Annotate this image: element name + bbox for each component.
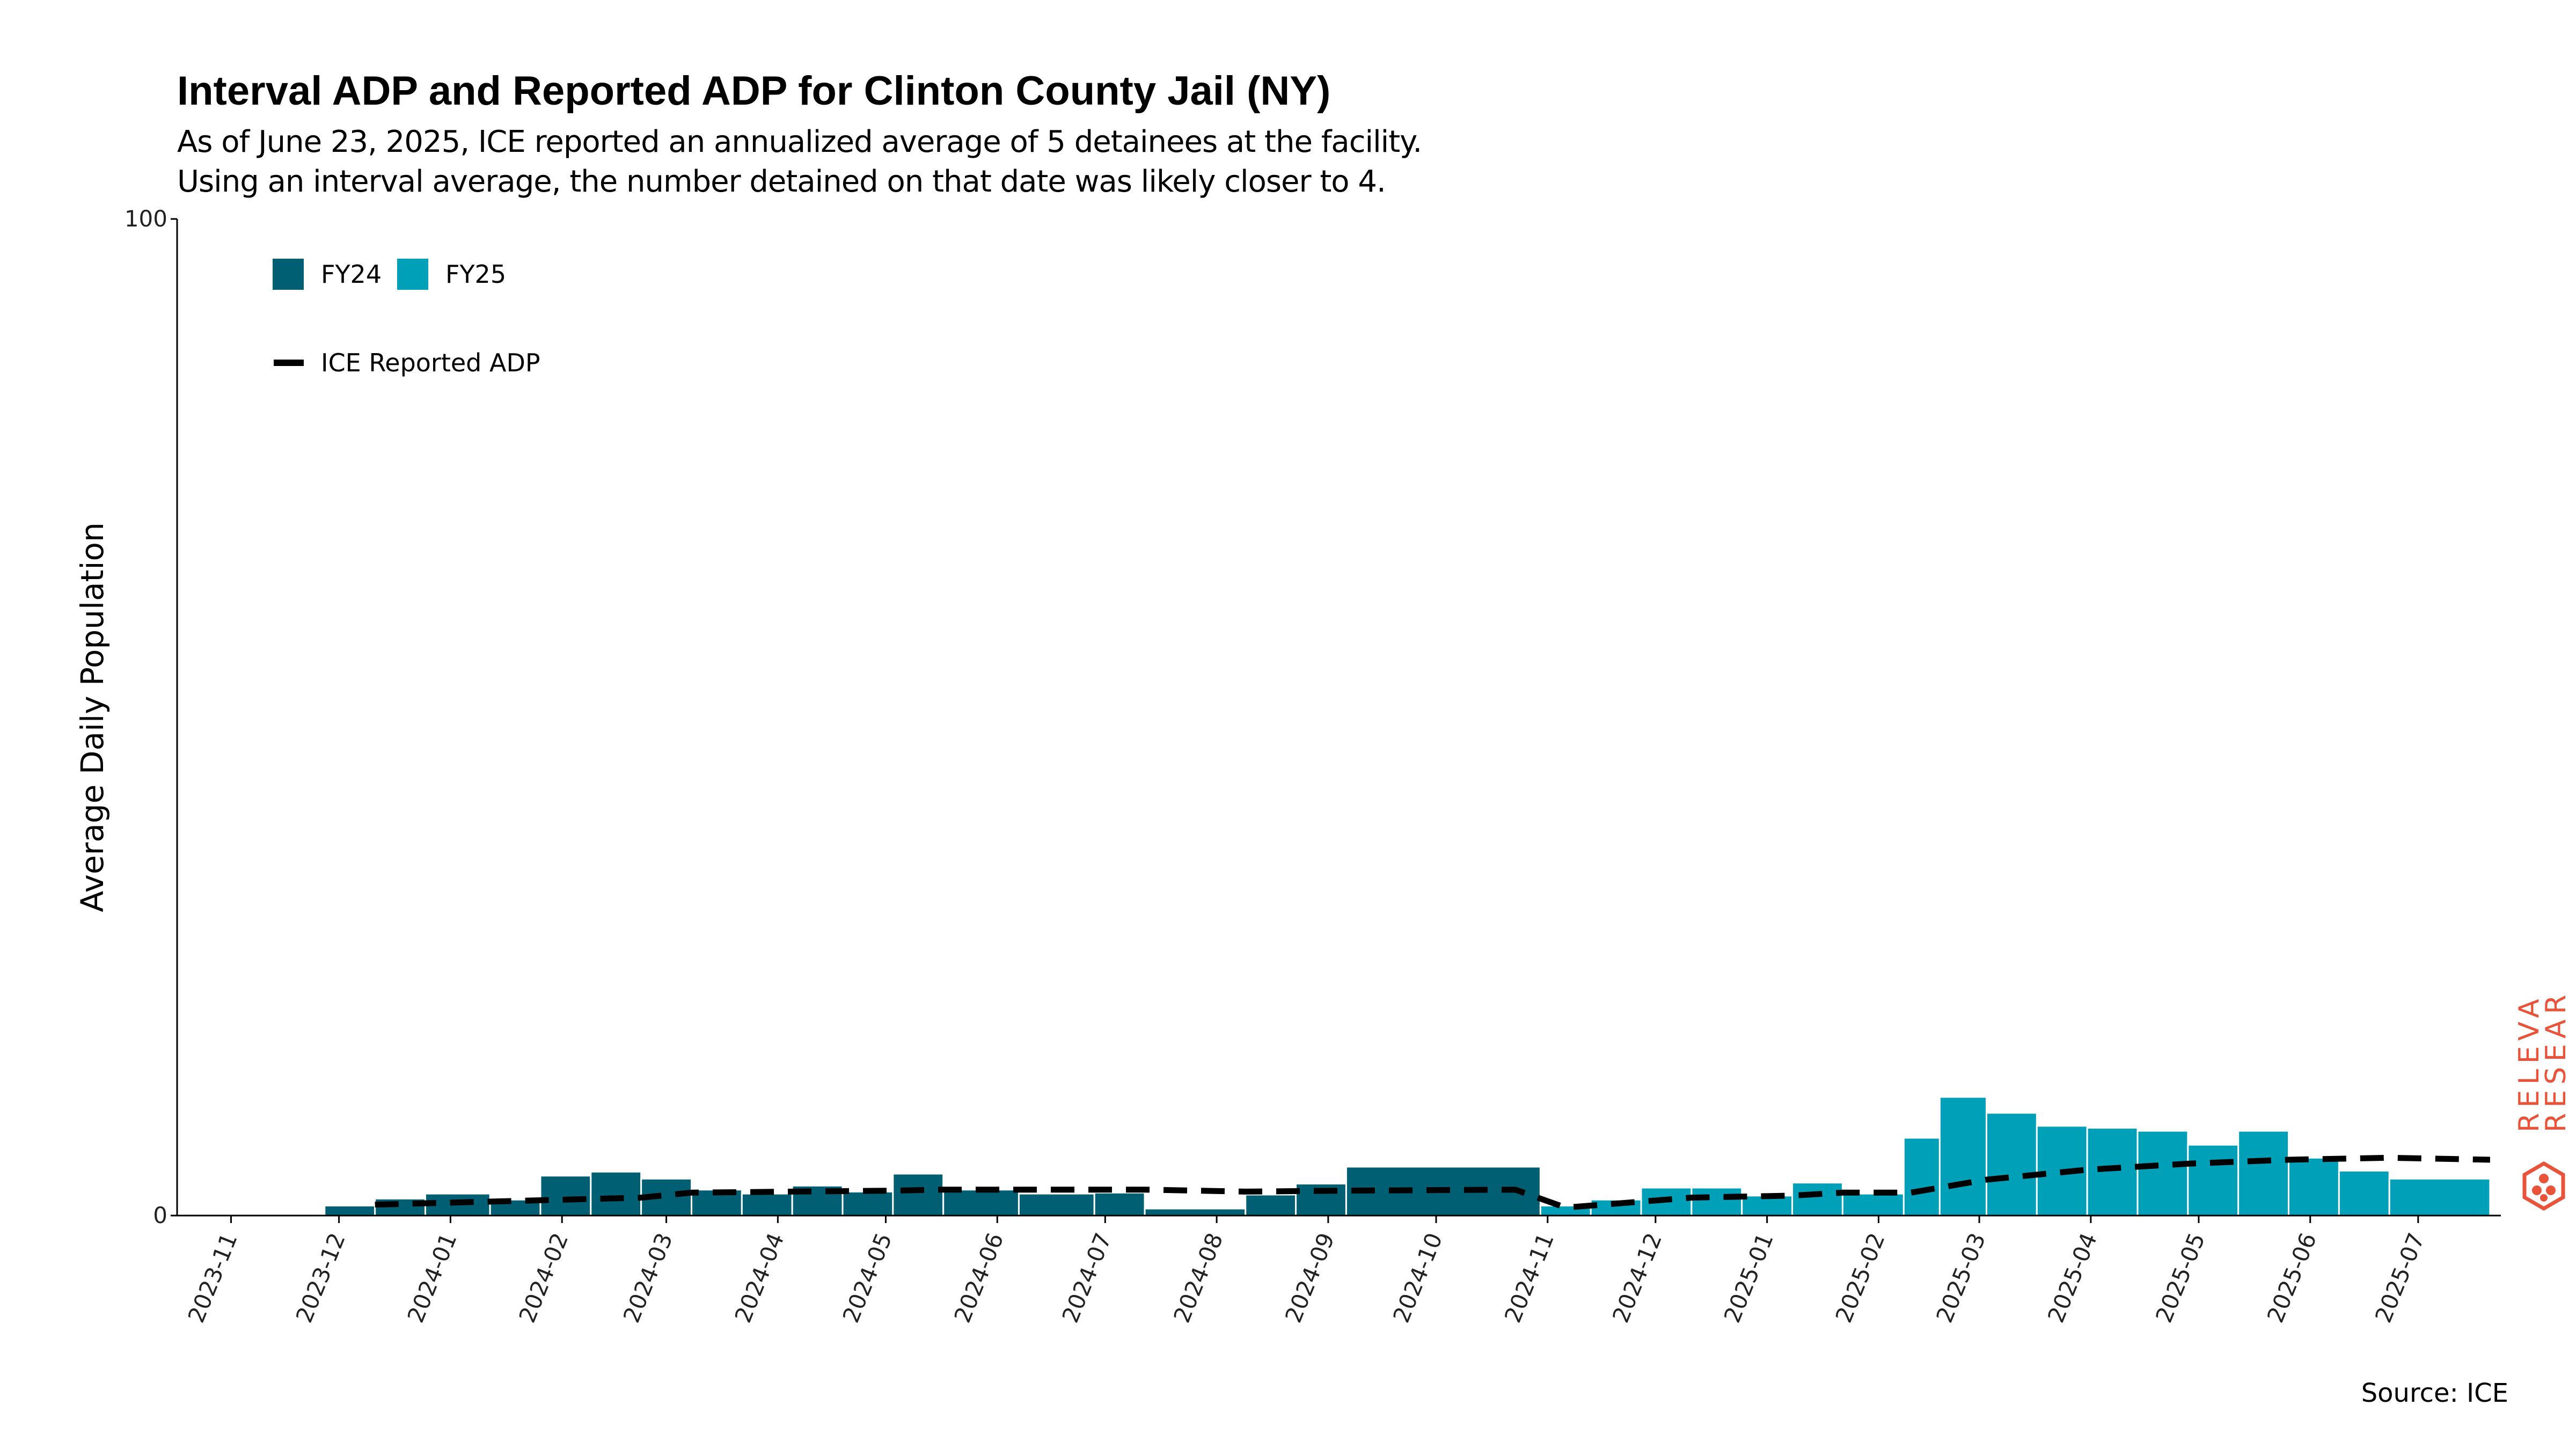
bar-fy24-2023-11-27 <box>324 1204 376 1217</box>
x-tick-label: 2024-07 <box>1057 1229 1116 1326</box>
legend-label-reported-adp: ICE Reported ADP <box>321 348 540 377</box>
bar-fy25-2025-04-14 <box>2136 1130 2189 1217</box>
x-tick-label: 2025-03 <box>1931 1229 1990 1326</box>
bar-fy24-2024-06-07 <box>1018 1192 1095 1217</box>
x-tick-label: 2025-05 <box>2150 1229 2210 1326</box>
x-tick-label: 2023-12 <box>291 1229 350 1326</box>
x-tick-label: 2024-04 <box>729 1229 789 1326</box>
y-tick-label: 100 <box>125 206 167 232</box>
reported-adp-line-group <box>375 1154 2491 1211</box>
bar-fy24-2024-01-26 <box>539 1175 592 1217</box>
legend-swatch-fy24 <box>273 259 304 290</box>
x-tick-label: 2025-06 <box>2262 1229 2322 1326</box>
bar-fy24-2024-02-09 <box>590 1170 642 1217</box>
bar-fy25-2025-02-18 <box>1938 1096 1988 1217</box>
brand-hexagon-icon <box>2522 1161 2565 1211</box>
bar-fy24-2024-06-28 <box>1093 1191 1146 1217</box>
x-tick-label: 2024-10 <box>1388 1229 1447 1326</box>
bar-fy25-2024-12-11 <box>1690 1187 1743 1217</box>
y-tick-label: 0 <box>153 1202 167 1228</box>
x-tick-label: 2024-08 <box>1168 1229 1228 1326</box>
bar-fy25-2025-02-08 <box>1902 1137 1941 1217</box>
bar-fy24-2024-08-09 <box>1245 1194 1297 1217</box>
bar-fy25-2025-05-12 <box>2237 1130 2290 1217</box>
y-axis-label: Average Daily Population <box>74 522 111 912</box>
bar-fy24-2024-05-17 <box>942 1189 1020 1217</box>
bar-fy24-2024-07-12 <box>1144 1208 1247 1217</box>
brand-text-line-2: RESEARCH <box>2540 993 2570 1132</box>
series-line-reported-adp <box>375 1154 2491 1211</box>
legend-label-fy25: FY25 <box>445 260 506 289</box>
x-tick-label: 2024-09 <box>1280 1229 1340 1326</box>
x-tick-label: 2024-12 <box>1607 1229 1667 1326</box>
x-tick-label: 2025-02 <box>1831 1229 1890 1326</box>
bar-fy25-2025-06-09 <box>2338 1169 2390 1217</box>
x-tick-label: 2024-06 <box>949 1229 1008 1326</box>
x-tick-label: 2024-02 <box>514 1229 573 1326</box>
bar-fy24-2024-05-03 <box>892 1173 945 1217</box>
x-tick-label: 2025-07 <box>2370 1229 2429 1326</box>
bar-fy25-2025-01-08 <box>1791 1182 1843 1217</box>
chart-subtitle-line-1: As of June 23, 2025, ICE reported an ann… <box>177 125 1422 159</box>
legend-swatch-fy25 <box>397 259 428 290</box>
bar-fy25-2025-03-03 <box>1986 1112 2038 1217</box>
chart-title: Interval ADP and Reported ADP for Clinto… <box>177 68 1331 114</box>
bar-fy25-2025-03-31 <box>2086 1127 2139 1217</box>
x-tick-label: 2024-01 <box>402 1229 462 1326</box>
brand-text-line-1: RELEVANT <box>2516 993 2545 1132</box>
bar-fy24-2024-03-22 <box>741 1192 793 1217</box>
x-tick-label: 2025-01 <box>1719 1229 1779 1326</box>
chart-subtitle-line-2: Using an interval average, the number de… <box>177 164 1386 199</box>
bar-fy24-2024-04-19 <box>841 1190 894 1217</box>
bar-fy25-2025-05-26 <box>2288 1157 2340 1217</box>
bar-fy25-2025-01-22 <box>1841 1192 1905 1217</box>
x-tick-label: 2024-05 <box>838 1229 897 1326</box>
brand-logo: RELEVANT RESEARCH <box>2516 993 2570 1211</box>
source-note: Source: ICE <box>2361 1378 2508 1408</box>
bar-fy25-2025-06-23 <box>2388 1177 2491 1217</box>
x-tick-label: 2024-03 <box>618 1229 678 1326</box>
x-tick-label: 2024-11 <box>1499 1229 1559 1326</box>
bar-fy25-2025-04-28 <box>2187 1144 2240 1217</box>
x-tick-label: 2023-11 <box>183 1229 243 1326</box>
legend-label-fy24: FY24 <box>321 260 382 289</box>
x-tick-label: 2025-04 <box>2043 1229 2102 1326</box>
legend: FY24 FY25 ICE Reported ADP <box>273 259 540 377</box>
